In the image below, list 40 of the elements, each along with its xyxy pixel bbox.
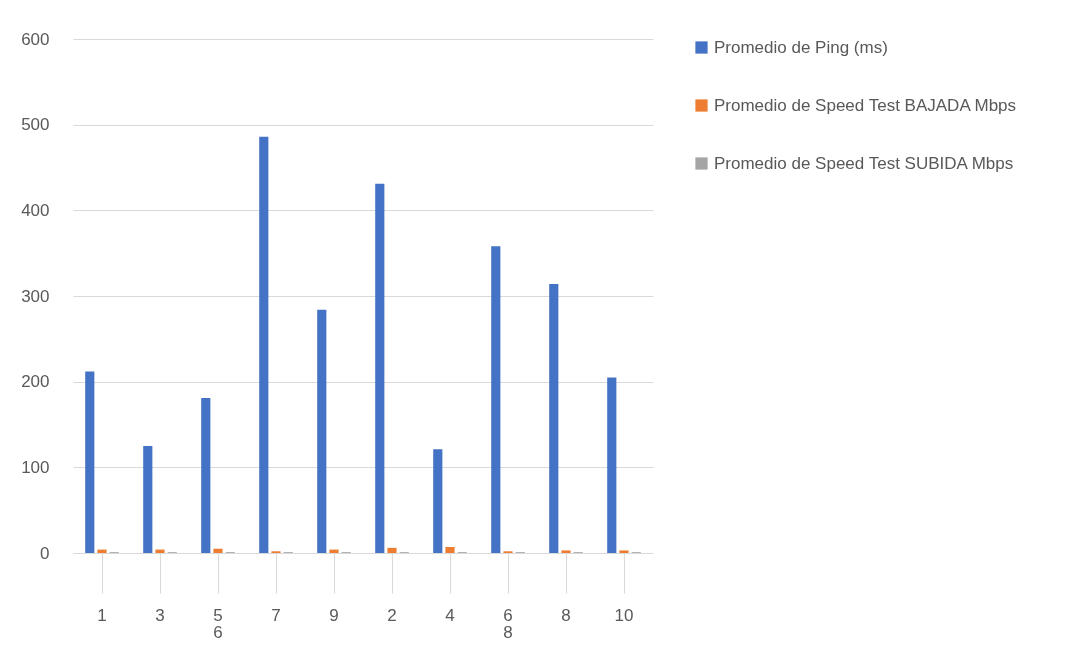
bar [445, 547, 455, 553]
bar [97, 549, 107, 553]
x-tick-label: 4 [445, 605, 455, 625]
text: 8 [503, 623, 513, 642]
bar [433, 449, 443, 553]
y-tick-label: 600 [21, 29, 50, 49]
text: 6 [213, 623, 223, 642]
y-tick-label: 200 [21, 372, 50, 392]
bar [329, 549, 339, 553]
bar [143, 445, 153, 553]
bar [213, 548, 223, 553]
x-tick-label: 5 [213, 605, 223, 625]
bar [259, 136, 269, 553]
bar [201, 397, 211, 553]
bar [317, 309, 327, 553]
x-tick-label: 8 [561, 605, 571, 625]
legend-label: Promedio de Speed Test SUBIDA Mbps [714, 153, 1014, 173]
y-tick-label: 300 [21, 286, 50, 306]
bar [561, 550, 571, 553]
x-tick-label: 6 [503, 605, 513, 625]
x-tick-label: 9 [329, 605, 339, 625]
y-tick-label: 500 [21, 115, 50, 135]
legend-label: Promedio de Speed Test BAJADA Mbps [714, 95, 1017, 115]
bar [607, 377, 617, 553]
y-tick-label: 0 [40, 543, 50, 563]
x-tick-label: 7 [271, 605, 281, 625]
x-tick-label: 2 [387, 605, 397, 625]
bar [619, 550, 629, 553]
x-tick-label: 10 [614, 605, 634, 625]
x-tick-label: 1 [97, 605, 107, 625]
bar [549, 284, 559, 553]
legend-label: Promedio de Ping (ms) [714, 37, 888, 57]
bar [85, 371, 95, 553]
bar [375, 183, 385, 553]
y-tick-label: 100 [21, 457, 50, 477]
bar [387, 547, 397, 553]
bar [491, 246, 501, 553]
bar [155, 549, 165, 553]
x-tick-label: 3 [155, 605, 165, 625]
y-tick-label: 400 [21, 200, 50, 220]
